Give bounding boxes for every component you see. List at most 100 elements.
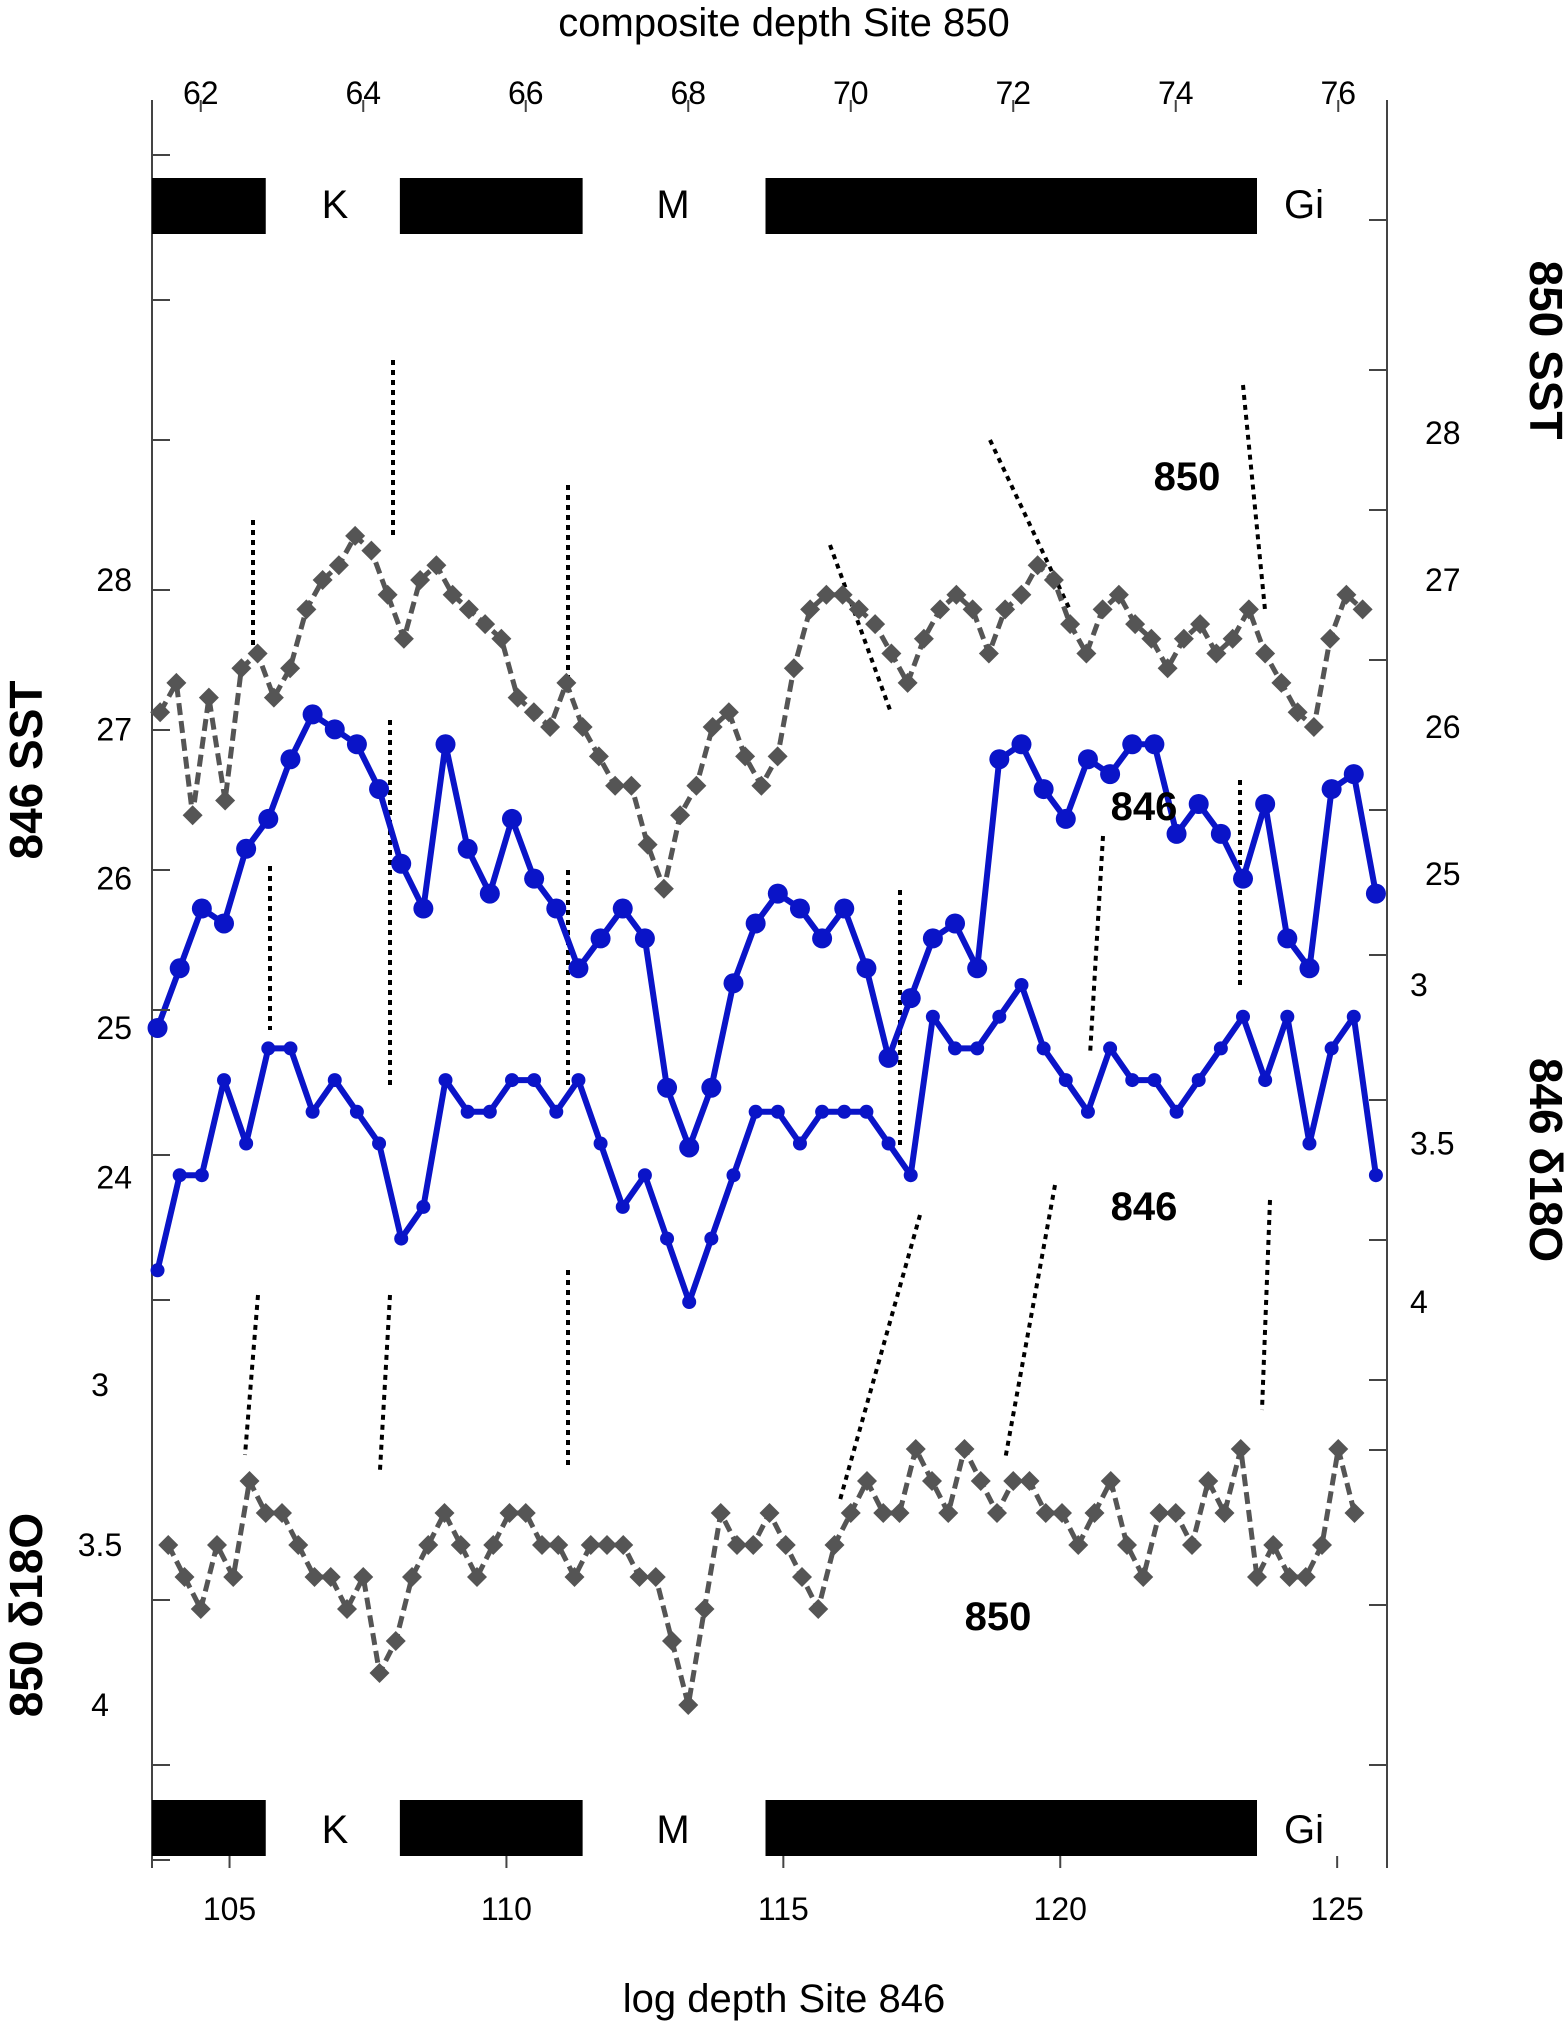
tie-line: [1088, 835, 1105, 1056]
data-point: [261, 1041, 276, 1056]
series-label-850-d18o: 850: [965, 1595, 1032, 1639]
data-point: [660, 1231, 675, 1246]
data-point: [147, 1018, 168, 1038]
data-point: [194, 1168, 209, 1183]
data-point: [1312, 1535, 1332, 1555]
data-point: [1324, 1041, 1339, 1056]
data-point: [859, 1104, 874, 1119]
data-point: [1125, 1073, 1140, 1088]
data-point: [808, 1599, 829, 1619]
data-point: [1302, 1136, 1317, 1151]
left-tick-label-846-sst: 25: [96, 1010, 132, 1046]
data-point: [402, 1567, 422, 1587]
chron-normal-interval: [399, 178, 583, 234]
data-point: [223, 1567, 244, 1587]
data-point: [1328, 1439, 1349, 1459]
data-point: [1287, 702, 1308, 723]
data-point: [1210, 823, 1231, 844]
top-axis-title: composite depth Site 850: [558, 1, 1009, 45]
left-axis-title-846-sst: 846 SST: [0, 681, 52, 860]
data-point: [572, 717, 593, 737]
data-point: [564, 1567, 585, 1587]
data-point: [1230, 1439, 1251, 1459]
chron-normal-interval: [399, 1800, 583, 1856]
chron-label-m-top: M: [656, 183, 689, 227]
data-point: [1346, 1009, 1361, 1024]
data-point: [913, 628, 934, 649]
bottom-tick-label: 125: [1310, 1891, 1363, 1927]
data-point: [1236, 1009, 1251, 1024]
data-point: [873, 1503, 894, 1523]
data-point: [457, 838, 478, 859]
tie-line: [988, 439, 1072, 611]
data-point: [524, 868, 545, 889]
data-point: [621, 775, 642, 796]
data-point: [1003, 1471, 1024, 1491]
data-point: [1166, 823, 1187, 844]
data-point: [1263, 1535, 1284, 1555]
data-point: [369, 1663, 390, 1683]
series-1: [147, 704, 1386, 1158]
data-point: [1052, 1503, 1072, 1523]
data-point: [615, 1199, 630, 1214]
data-point: [727, 1535, 747, 1555]
tie-line: [243, 1294, 260, 1456]
plot-frame: [151, 100, 1388, 1868]
data-point: [1255, 643, 1276, 664]
data-point: [1100, 764, 1121, 785]
data-point: [1280, 1009, 1295, 1024]
data-point: [1076, 643, 1097, 664]
data-point: [482, 1104, 497, 1119]
left-tick-label-846-sst: 27: [96, 711, 132, 747]
data-point: [837, 1104, 852, 1119]
data-point: [1213, 1041, 1228, 1056]
data-point: [686, 775, 707, 796]
tie-line: [1241, 384, 1267, 611]
tie-lines: [243, 360, 1272, 1501]
chron-normal-interval: [152, 1800, 266, 1856]
data-point: [324, 719, 345, 740]
data-point: [657, 1077, 678, 1098]
data-point: [247, 643, 268, 664]
top-tick-label: 66: [508, 75, 544, 111]
series-line: [154, 982, 1379, 1305]
data-point: [239, 1136, 254, 1151]
data-point: [532, 1535, 552, 1555]
top-tick-label: 70: [833, 75, 869, 111]
data-point: [751, 775, 772, 796]
data-point: [770, 1104, 785, 1119]
data-point: [775, 1535, 796, 1555]
data-point: [992, 1009, 1007, 1024]
data-point: [377, 584, 398, 605]
data-point: [1147, 1073, 1162, 1088]
data-point: [637, 1168, 652, 1183]
tick-layer: 62 64 66 68 70 72 74 76 105 110 115 120 125 28 27 26 25 2…: [78, 75, 1461, 1927]
chron-bar-bottom: [152, 1800, 1257, 1856]
data-point: [962, 599, 983, 620]
data-point: [1344, 1503, 1365, 1523]
left-tick-label-850-d18o: 3.5: [78, 1527, 122, 1563]
chron-label-gi-top: Gi: [1284, 183, 1324, 227]
data-point: [856, 958, 877, 979]
data-point: [1133, 1567, 1154, 1587]
data-point: [978, 643, 999, 664]
data-point: [815, 1104, 830, 1119]
data-point: [1352, 599, 1373, 620]
data-point: [679, 1137, 700, 1158]
data-point: [954, 1439, 975, 1459]
data-point: [634, 928, 655, 949]
data-point: [435, 734, 456, 755]
data-point: [391, 853, 412, 874]
data-point: [946, 584, 967, 605]
data-point: [434, 1503, 455, 1523]
data-point: [450, 1535, 471, 1555]
data-point: [1191, 1073, 1206, 1088]
data-point: [694, 1599, 715, 1619]
data-point: [1080, 1104, 1095, 1119]
right-tick-label-850-sst: 27: [1425, 562, 1461, 598]
data-point: [726, 1168, 741, 1183]
data-point: [263, 687, 284, 708]
data-point: [540, 717, 561, 737]
series-3: [158, 1439, 1365, 1715]
